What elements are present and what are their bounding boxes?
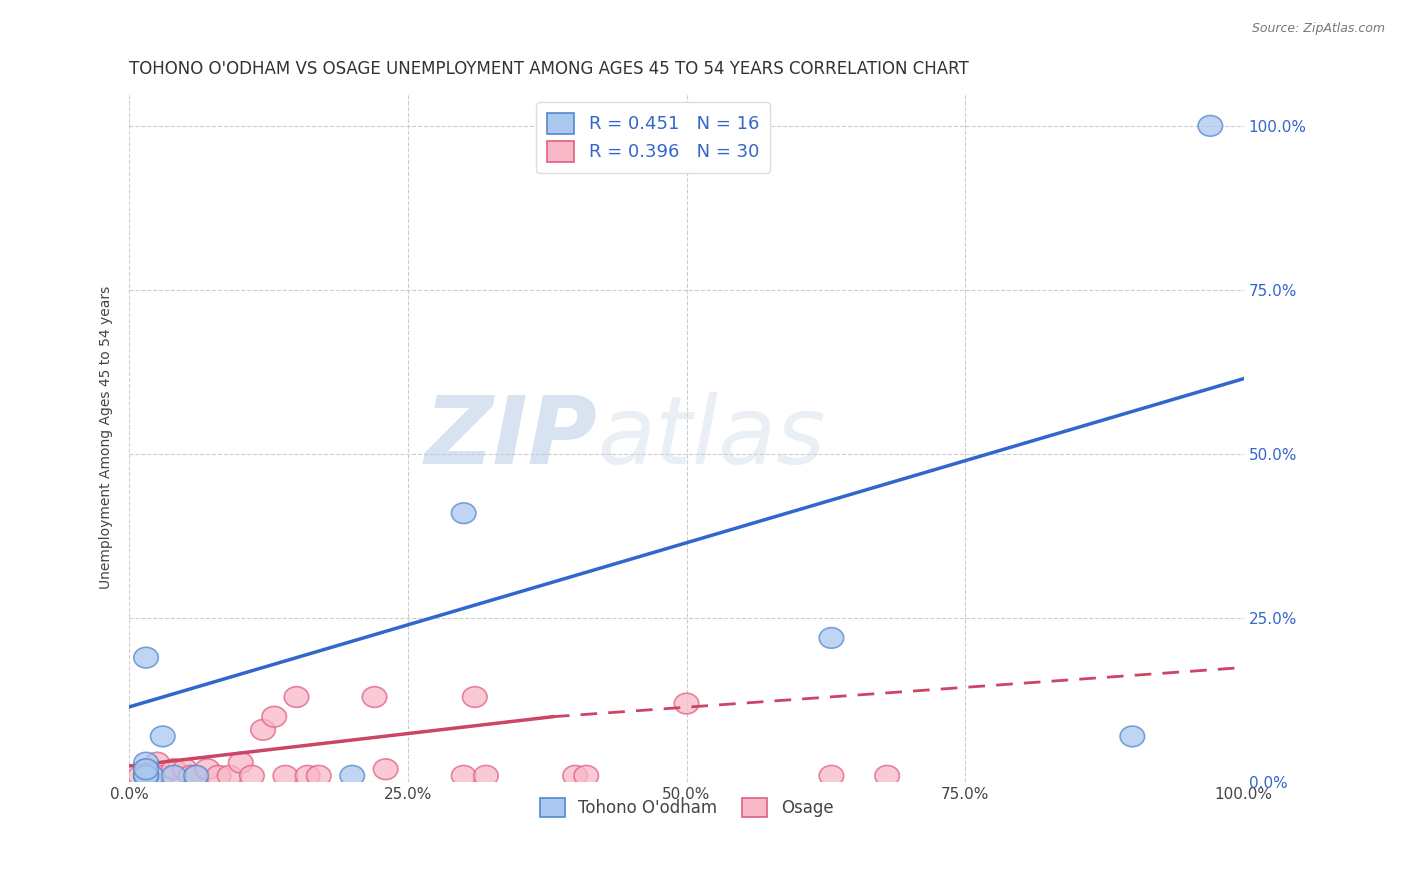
Ellipse shape bbox=[374, 759, 398, 780]
Ellipse shape bbox=[273, 765, 298, 786]
Ellipse shape bbox=[295, 765, 321, 786]
Legend: Tohono O'odham, Osage: Tohono O'odham, Osage bbox=[533, 791, 839, 823]
Ellipse shape bbox=[195, 759, 219, 780]
Ellipse shape bbox=[134, 765, 159, 786]
Ellipse shape bbox=[820, 628, 844, 648]
Ellipse shape bbox=[562, 765, 588, 786]
Text: TOHONO O'ODHAM VS OSAGE UNEMPLOYMENT AMONG AGES 45 TO 54 YEARS CORRELATION CHART: TOHONO O'ODHAM VS OSAGE UNEMPLOYMENT AMO… bbox=[129, 60, 969, 78]
Ellipse shape bbox=[363, 687, 387, 707]
Ellipse shape bbox=[150, 726, 174, 747]
Ellipse shape bbox=[229, 752, 253, 773]
Ellipse shape bbox=[162, 765, 186, 786]
Ellipse shape bbox=[179, 765, 202, 786]
Ellipse shape bbox=[451, 503, 475, 524]
Ellipse shape bbox=[139, 765, 165, 786]
Ellipse shape bbox=[134, 765, 159, 786]
Ellipse shape bbox=[134, 765, 159, 786]
Ellipse shape bbox=[184, 765, 208, 786]
Text: Source: ZipAtlas.com: Source: ZipAtlas.com bbox=[1251, 22, 1385, 36]
Ellipse shape bbox=[239, 765, 264, 786]
Ellipse shape bbox=[173, 759, 197, 780]
Text: atlas: atlas bbox=[598, 392, 825, 483]
Ellipse shape bbox=[218, 765, 242, 786]
Ellipse shape bbox=[463, 687, 486, 707]
Ellipse shape bbox=[262, 706, 287, 727]
Ellipse shape bbox=[134, 759, 159, 780]
Ellipse shape bbox=[134, 752, 159, 773]
Ellipse shape bbox=[150, 765, 174, 786]
Ellipse shape bbox=[207, 765, 231, 786]
Ellipse shape bbox=[145, 752, 170, 773]
Ellipse shape bbox=[128, 765, 153, 786]
Ellipse shape bbox=[675, 693, 699, 714]
Ellipse shape bbox=[139, 765, 165, 786]
Ellipse shape bbox=[474, 765, 498, 786]
Ellipse shape bbox=[307, 765, 330, 786]
Ellipse shape bbox=[134, 648, 159, 668]
Ellipse shape bbox=[284, 687, 309, 707]
Text: ZIP: ZIP bbox=[425, 392, 598, 483]
Ellipse shape bbox=[250, 720, 276, 740]
Ellipse shape bbox=[1198, 116, 1223, 136]
Ellipse shape bbox=[451, 765, 475, 786]
Ellipse shape bbox=[184, 765, 208, 786]
Ellipse shape bbox=[820, 765, 844, 786]
Ellipse shape bbox=[574, 765, 599, 786]
Ellipse shape bbox=[875, 765, 900, 786]
Y-axis label: Unemployment Among Ages 45 to 54 years: Unemployment Among Ages 45 to 54 years bbox=[100, 286, 114, 590]
Ellipse shape bbox=[134, 759, 159, 780]
Ellipse shape bbox=[134, 765, 159, 786]
Ellipse shape bbox=[340, 765, 364, 786]
Ellipse shape bbox=[162, 759, 186, 780]
Ellipse shape bbox=[1121, 726, 1144, 747]
